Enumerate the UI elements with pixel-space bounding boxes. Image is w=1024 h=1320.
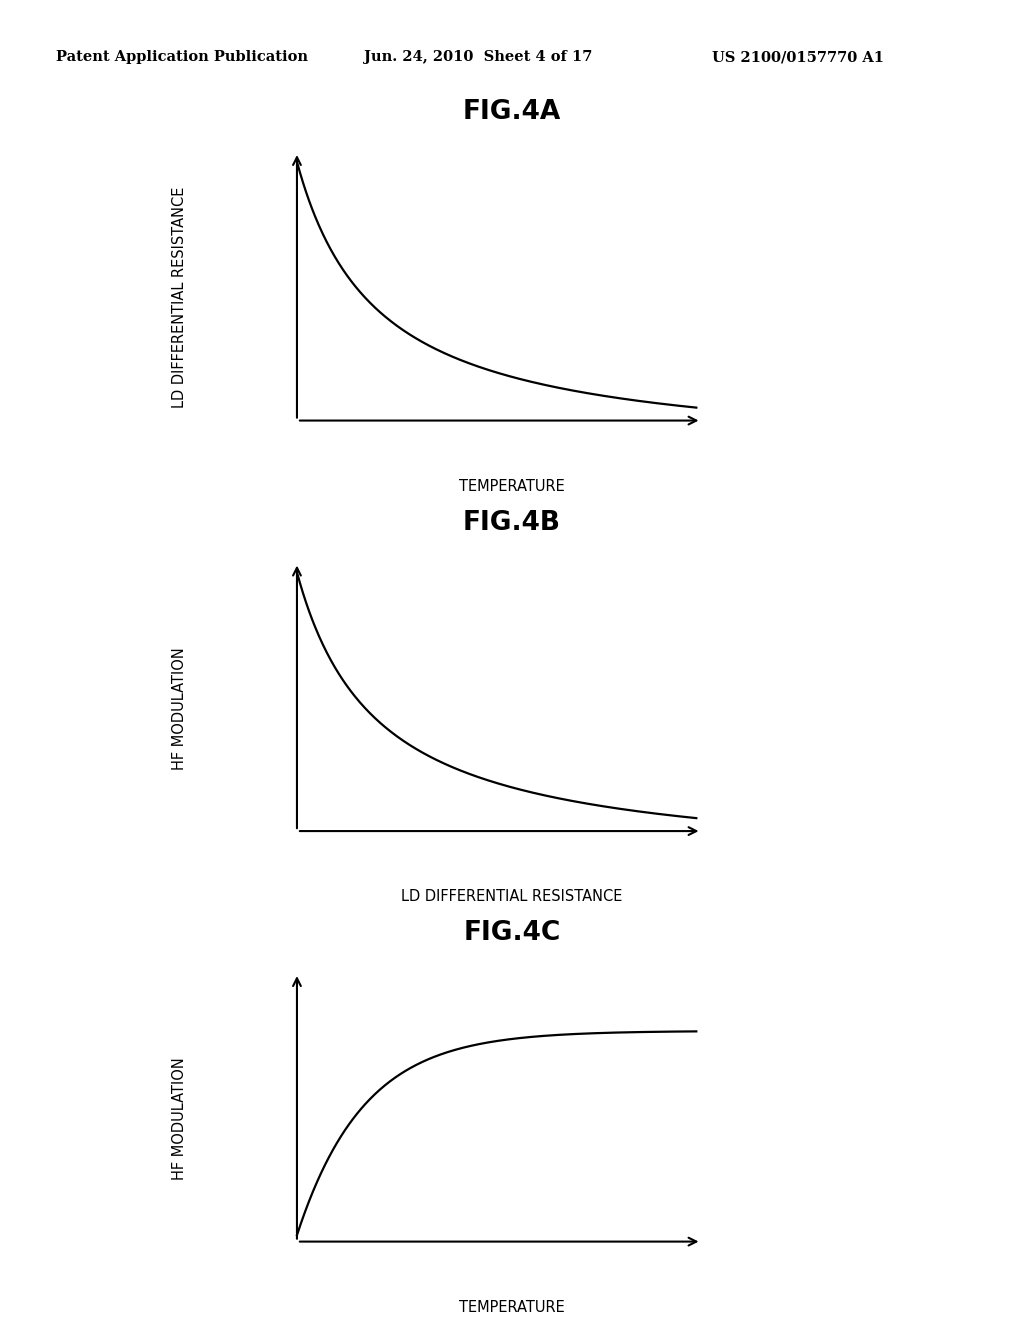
Text: FIG.4C: FIG.4C [464, 920, 560, 946]
Text: HF MODULATION: HF MODULATION [172, 647, 186, 770]
Text: LD DIFFERENTIAL RESISTANCE: LD DIFFERENTIAL RESISTANCE [401, 890, 623, 904]
Text: FIG.4A: FIG.4A [463, 99, 561, 125]
Text: LD DIFFERENTIAL RESISTANCE: LD DIFFERENTIAL RESISTANCE [172, 187, 186, 408]
Text: US 2100/0157770 A1: US 2100/0157770 A1 [712, 50, 884, 65]
Text: FIG.4B: FIG.4B [463, 510, 561, 536]
Text: HF MODULATION: HF MODULATION [172, 1057, 186, 1180]
Text: TEMPERATURE: TEMPERATURE [459, 479, 565, 494]
Text: TEMPERATURE: TEMPERATURE [459, 1300, 565, 1315]
Text: Patent Application Publication: Patent Application Publication [56, 50, 308, 65]
Text: Jun. 24, 2010  Sheet 4 of 17: Jun. 24, 2010 Sheet 4 of 17 [364, 50, 592, 65]
